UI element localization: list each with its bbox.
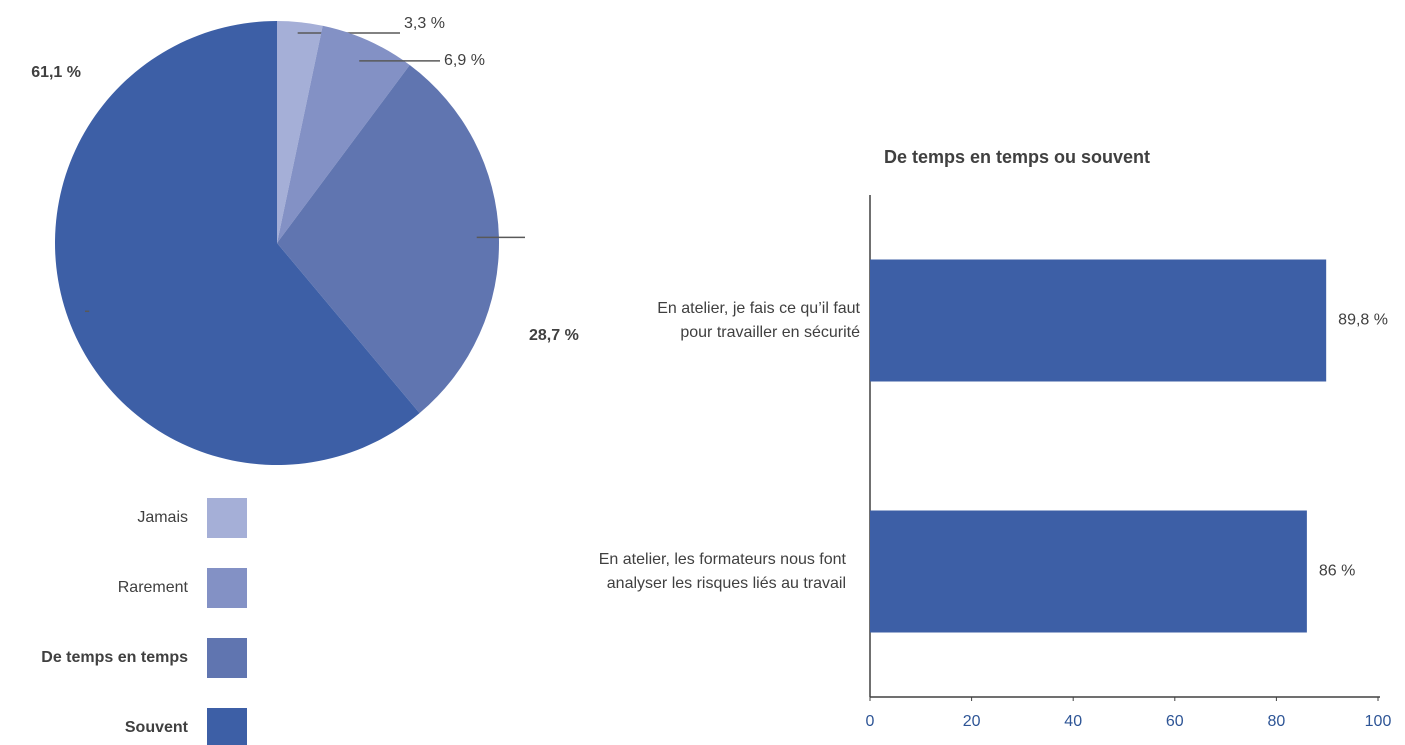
- x-tick-label: 60: [1166, 713, 1184, 730]
- bar-value-label: 89,8 %: [1338, 312, 1388, 329]
- legend-swatch: [207, 638, 247, 678]
- x-tick-label: 20: [963, 713, 981, 730]
- bar-title: De temps en temps ou souvent: [884, 147, 1150, 167]
- x-tick-label: 40: [1064, 713, 1082, 730]
- legend-label: De temps en temps: [41, 649, 188, 666]
- pie-value-label: 3,3 %: [404, 15, 445, 32]
- legend-label: Souvent: [125, 719, 189, 736]
- legend-swatch: [207, 498, 247, 538]
- pie-value-label: 28,7 %: [529, 327, 579, 344]
- category-label: En atelier, je fais ce qu’il faut pour t…: [657, 299, 860, 341]
- pie-slice: [54, 21, 420, 465]
- bar: [870, 259, 1327, 382]
- legend-swatch: [207, 568, 247, 608]
- bar-value-label: 86 %: [1319, 563, 1355, 580]
- pie-slice: [277, 21, 323, 243]
- x-tick-label: 80: [1268, 713, 1286, 730]
- legend-swatch: [207, 708, 247, 745]
- x-tick-label: 100: [1365, 713, 1392, 730]
- category-label: En atelier, les formateurs nous font ana…: [598, 550, 846, 592]
- pie-slice: [277, 25, 410, 244]
- legend-label: Jamais: [137, 509, 188, 526]
- bar: [870, 510, 1307, 633]
- x-tick-label: 0: [866, 713, 875, 730]
- pie-slice: [277, 65, 500, 414]
- legend-label: Rarement: [118, 579, 189, 596]
- pie-value-label: 61,1 %: [31, 64, 81, 81]
- pie-value-label: 6,9 %: [444, 52, 485, 69]
